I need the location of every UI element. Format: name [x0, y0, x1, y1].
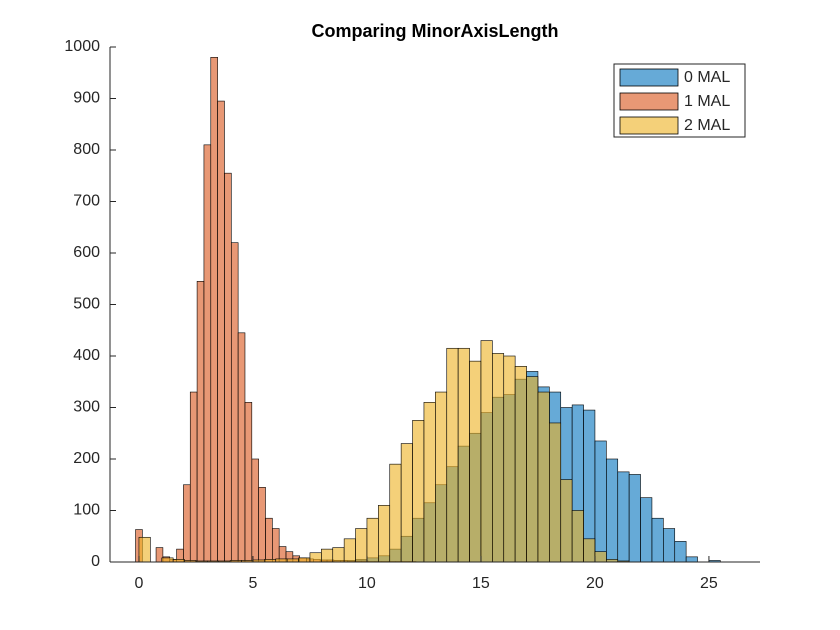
- histogram-bar: [230, 242, 239, 563]
- histogram-bar: [309, 552, 322, 563]
- legend-swatch: [619, 116, 679, 135]
- histogram-bar: [640, 497, 653, 563]
- histogram-bar: [594, 551, 607, 563]
- histogram-bar: [298, 557, 311, 563]
- y-tick-label: 800: [73, 141, 100, 158]
- chart-title: Comparing MinorAxisLength: [312, 21, 559, 41]
- histogram-bar: [400, 443, 413, 563]
- histogram-bar: [210, 56, 218, 563]
- histogram-bar: [321, 548, 334, 563]
- histogram-bar: [343, 538, 356, 563]
- histogram-bar: [549, 422, 562, 563]
- histogram-bar: [526, 376, 539, 563]
- histogram-bar: [685, 556, 698, 563]
- x-tick-label: 15: [472, 575, 490, 592]
- histogram-bar: [251, 458, 259, 563]
- histogram-bar: [435, 391, 448, 563]
- x-tick-label: 0: [135, 575, 144, 592]
- legend-label: 0 MAL: [684, 69, 730, 86]
- histogram-bar: [224, 172, 232, 563]
- histogram-bar: [606, 458, 619, 563]
- histogram-bar: [355, 528, 368, 563]
- legend-swatch: [619, 68, 679, 87]
- histogram-bar: [446, 347, 459, 563]
- histogram-bar: [423, 402, 436, 563]
- histogram-bar: [480, 340, 493, 563]
- y-tick-label: 900: [73, 90, 100, 107]
- histogram-bar: [217, 100, 225, 563]
- x-tick-label: 25: [700, 575, 718, 592]
- histogram-bar: [617, 471, 630, 563]
- legend-label: 2 MAL: [684, 117, 730, 134]
- y-tick-label: 500: [73, 296, 100, 313]
- histogram-bar: [651, 517, 664, 563]
- y-tick-label: 100: [73, 502, 100, 519]
- histogram-bar: [272, 528, 280, 563]
- histogram-bar: [583, 538, 596, 563]
- histogram-bar: [189, 391, 198, 563]
- histogram-bar: [537, 391, 550, 563]
- y-tick-label: 200: [73, 450, 100, 467]
- histogram-bar: [514, 365, 527, 563]
- x-tick-label: 10: [358, 575, 376, 592]
- histogram-bar: [571, 510, 584, 563]
- histogram-bar: [412, 420, 425, 563]
- x-tick-label: 5: [248, 575, 257, 592]
- histogram-bar: [674, 541, 687, 563]
- x-tick-label: 20: [586, 575, 604, 592]
- histogram-bar: [258, 487, 266, 563]
- histogram-bar: [366, 517, 379, 563]
- histogram-bar: [138, 536, 151, 563]
- histogram-bar: [244, 402, 253, 563]
- histogram-bar: [503, 355, 516, 563]
- histogram-bar: [492, 353, 505, 563]
- histogram-bar: [628, 474, 641, 563]
- histogram-bar: [196, 281, 205, 563]
- histogram-bar: [161, 557, 174, 563]
- histogram-bar: [237, 332, 246, 563]
- y-tick-label: 1000: [64, 38, 100, 55]
- histogram-bar: [457, 347, 470, 563]
- y-tick-label: 400: [73, 347, 100, 364]
- histogram-bar: [332, 547, 345, 563]
- legend-swatch: [619, 92, 679, 111]
- histogram-bar: [469, 360, 482, 563]
- histogram-bar: [560, 479, 573, 563]
- histogram-bar: [378, 505, 391, 563]
- histogram-bar: [594, 440, 607, 563]
- y-tick-label: 300: [73, 399, 100, 416]
- y-tick-label: 700: [73, 193, 100, 210]
- histogram-bar: [663, 528, 676, 563]
- histogram-bar: [183, 484, 191, 563]
- histogram-bar: [203, 144, 212, 563]
- y-tick-label: 0: [91, 553, 100, 570]
- histogram-bar: [265, 517, 273, 563]
- y-tick-label: 600: [73, 244, 100, 261]
- histogram-bar: [389, 463, 402, 563]
- legend-label: 1 MAL: [684, 93, 730, 110]
